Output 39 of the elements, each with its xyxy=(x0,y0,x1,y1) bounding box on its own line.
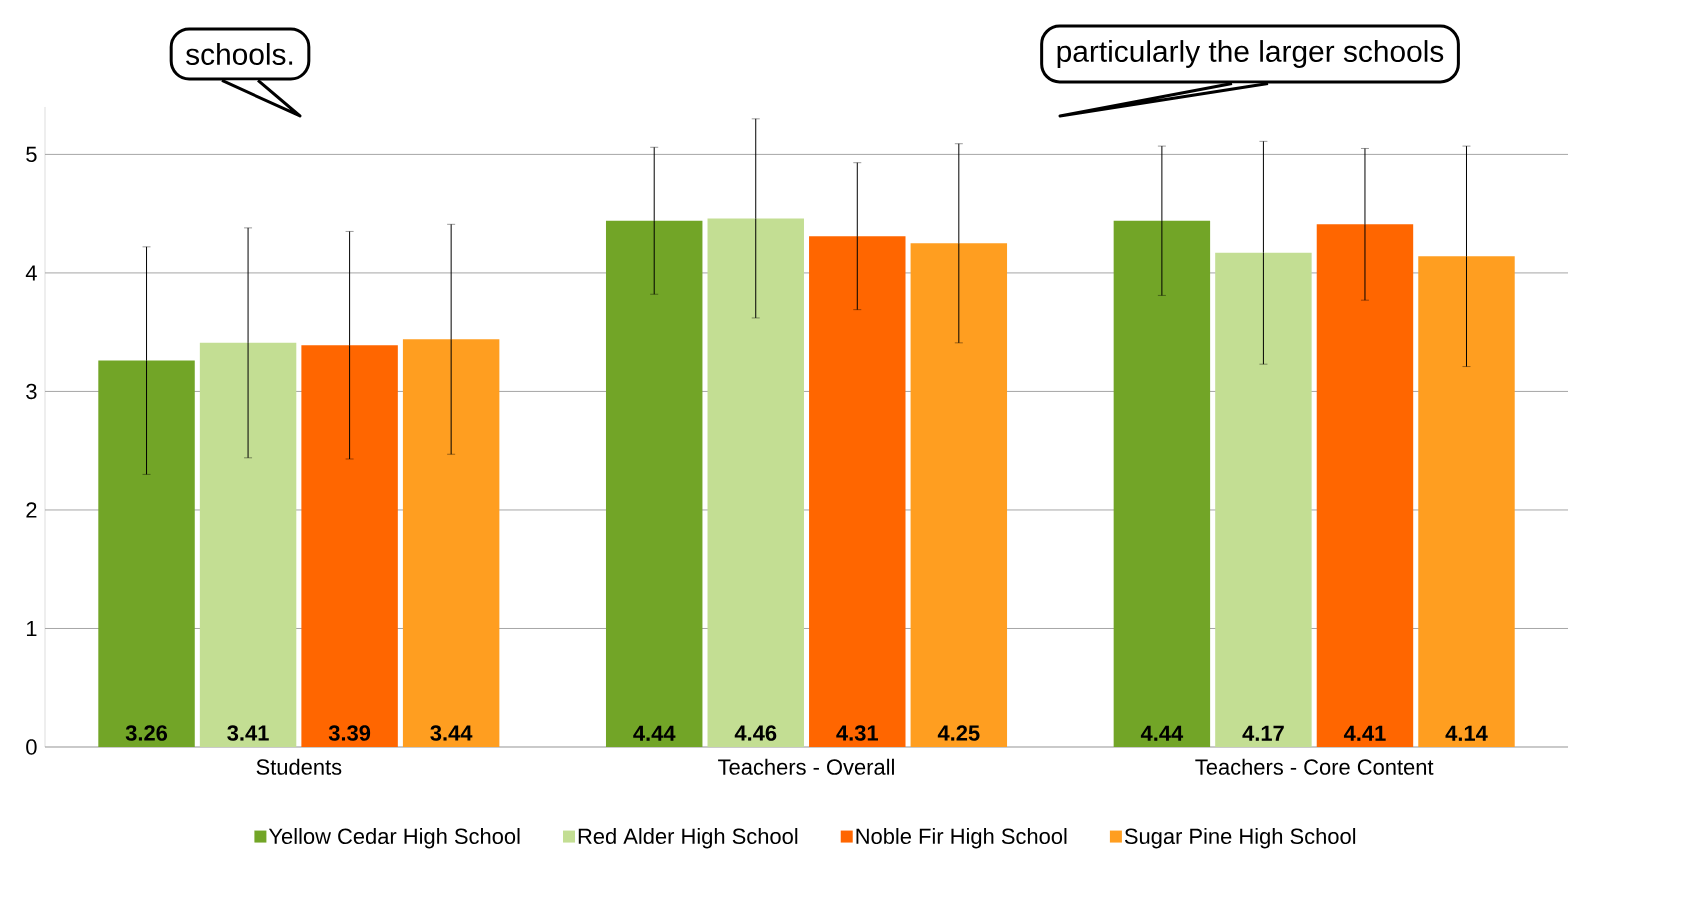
data-label: 4.25 xyxy=(937,725,980,741)
legend-label: Yellow Cedar High School xyxy=(268,827,520,849)
data-label: 3.41 xyxy=(227,725,269,741)
text: schools. xyxy=(186,43,293,65)
data-label: 3.26 xyxy=(125,725,168,741)
data-label: 4.46 xyxy=(734,725,777,741)
x-tick-label: Students xyxy=(256,758,342,775)
bar xyxy=(809,236,906,747)
bar xyxy=(98,360,195,747)
data-label: 4.44 xyxy=(1140,725,1184,741)
y-tick-label: 5 xyxy=(26,146,37,163)
y-tick-label: 2 xyxy=(26,502,37,518)
data-label: 3.39 xyxy=(328,725,371,741)
data-label: 4.17 xyxy=(1242,725,1284,741)
bar xyxy=(605,220,703,747)
bar xyxy=(1418,256,1515,747)
bar xyxy=(1316,224,1414,747)
data-label: 4.41 xyxy=(1343,725,1386,741)
bar xyxy=(301,345,398,747)
bar xyxy=(1215,252,1312,747)
y-tick-label: 4 xyxy=(25,265,37,281)
bar xyxy=(707,218,804,747)
bar xyxy=(402,339,500,747)
legend-label: Sugar Pine High School xyxy=(1124,827,1356,849)
text: particularly the larger schools xyxy=(1057,40,1444,68)
bar xyxy=(910,243,1008,747)
y-tick-label: 3 xyxy=(26,383,37,400)
legend-label: Red Alder High School xyxy=(578,827,798,849)
data-label: 4.14 xyxy=(1445,725,1488,741)
bar xyxy=(199,342,297,747)
y-tick-label: 1 xyxy=(26,620,37,637)
data-label: 4.44 xyxy=(633,725,676,741)
data-label: 4.31 xyxy=(836,725,878,741)
legend-label: Noble Fir High School xyxy=(856,827,1067,849)
bar xyxy=(1113,220,1211,747)
x-tick-label: Teachers - Overall xyxy=(718,758,894,775)
y-tick-label: 0 xyxy=(26,739,37,755)
x-tick-label: Teachers - Core Content xyxy=(1195,758,1434,775)
data-label: 3.44 xyxy=(430,725,473,741)
